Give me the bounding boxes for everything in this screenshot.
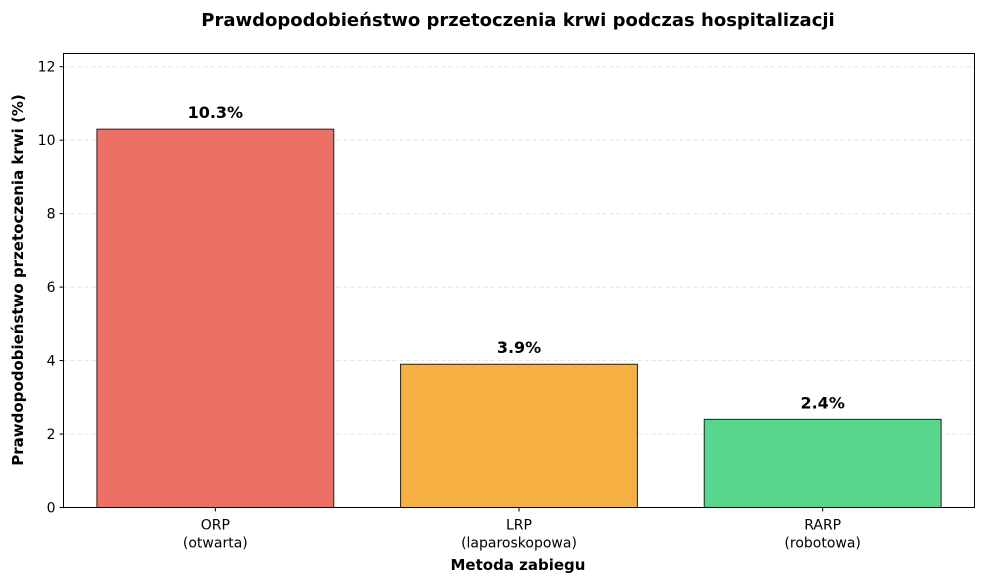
x-tick-label: (otwarta) (183, 536, 248, 552)
y-axis-ticks: 0 2 4 6 8 10 12 (38, 60, 64, 517)
y-tick-label: 2 (47, 427, 56, 443)
x-tick-label: (laparoskopowa) (461, 536, 577, 552)
x-axis-label: Metoda zabiegu (451, 556, 586, 574)
x-tick-label: LRP (506, 518, 532, 534)
y-tick-label: 4 (47, 354, 56, 370)
y-tick-label: 10 (38, 133, 56, 149)
x-tick-label: ORP (201, 518, 230, 534)
bar (400, 363, 638, 508)
bars: 10.3% 3.9% 2.4% (96, 103, 942, 509)
bar-value-label: 3.9% (497, 338, 541, 357)
chart-title: Prawdopodobieństwo przetoczenia krwi pod… (201, 10, 834, 31)
bar (96, 128, 335, 509)
y-tick-label: 6 (47, 280, 56, 296)
x-axis-ticks: ORP (otwarta) LRP (laparoskopowa) RARP (robot… (183, 507, 861, 552)
bar-value-label: 10.3% (188, 103, 244, 122)
y-axis-label: Prawdopodobieństwo przetoczenia krwi (%) (9, 94, 27, 466)
x-tick-label: (robotowa) (784, 536, 860, 552)
y-tick-label: 12 (38, 60, 56, 76)
y-tick-label: 0 (47, 501, 56, 517)
y-tick-label: 8 (47, 207, 56, 223)
bar-value-label: 2.4% (800, 393, 844, 412)
x-tick-label: RARP (804, 518, 841, 534)
bar (703, 418, 942, 509)
